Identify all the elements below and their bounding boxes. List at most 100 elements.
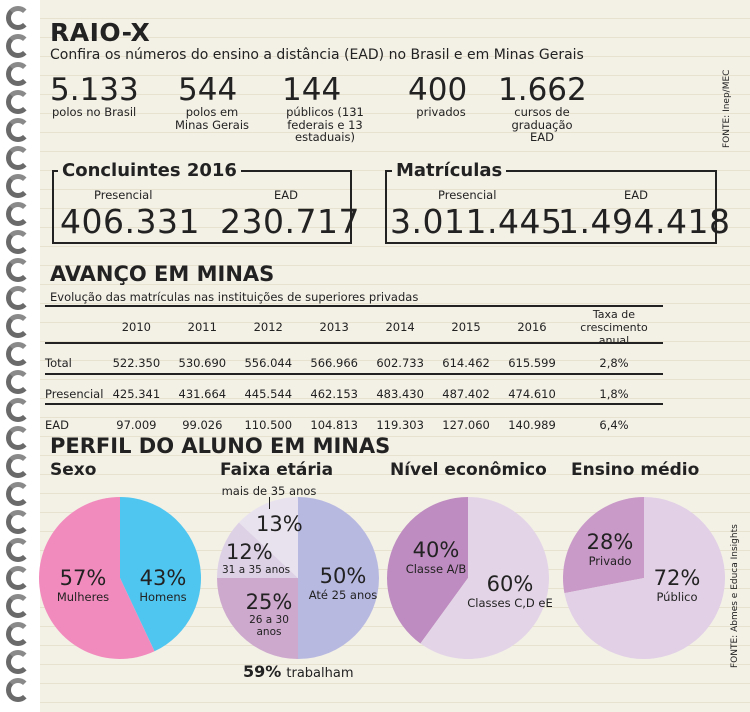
ring-icon <box>6 286 30 310</box>
table-header: 2013 <box>319 319 349 334</box>
trabalham-label: trabalham <box>286 666 354 681</box>
concluintes-ead-label: EAD <box>274 188 298 202</box>
ring-icon <box>6 398 30 422</box>
table-cell: 556.044 <box>244 355 293 370</box>
pie-slice <box>564 497 725 659</box>
stat-label: polos em Minas Gerais <box>174 105 250 132</box>
table-header: 2012 <box>253 319 283 334</box>
matriculas-ead-value: 1.494.418 <box>558 202 731 241</box>
table-cell: Total <box>45 355 72 370</box>
stat-value: 144 <box>282 72 342 108</box>
slice-label: Até 25 anos <box>308 588 378 602</box>
table-cell: 522.350 <box>112 355 161 370</box>
stat-value: 400 <box>408 72 468 108</box>
ring-icon <box>6 90 30 114</box>
stat-polos-minas: 544 polos em Minas Gerais <box>170 74 254 131</box>
pie-slice <box>38 497 155 659</box>
table-row: Presencial 425.341 431.664 445.544 462.1… <box>45 378 663 409</box>
concluintes-presencial-value: 406.331 <box>60 202 200 241</box>
stat-value: 544 <box>178 72 238 108</box>
ring-icon <box>6 118 30 142</box>
table-cell: 615.599 <box>508 355 556 370</box>
ring-icon <box>6 426 30 450</box>
matriculas-box <box>385 170 717 244</box>
callout-line <box>269 497 270 509</box>
table-cell: Presencial <box>45 386 104 401</box>
faixa-trabalham: 59% trabalham <box>243 662 354 681</box>
ring-icon <box>6 510 30 534</box>
avanco-subtitle: Evolução das matrículas nas instituições… <box>50 290 419 304</box>
table-cell: 614.462 <box>442 355 490 370</box>
table-cell: 110.500 <box>244 417 293 432</box>
slice-label: Público <box>656 590 698 604</box>
nivel-ab-label: 40% Classe A/B <box>396 538 476 576</box>
page-subtitle: Confira os números do ensino a distância… <box>50 47 584 63</box>
ensino-publico-label: 72% Público <box>644 566 710 604</box>
table-cell: 445.544 <box>244 386 293 401</box>
slice-pct: 12% <box>226 540 273 564</box>
table-header: 2011 <box>187 319 217 334</box>
pie-ensino <box>562 497 725 659</box>
pie-slice <box>420 497 550 659</box>
table-cell: EAD <box>45 417 69 432</box>
table-cell: 566.966 <box>310 355 358 370</box>
ring-icon <box>6 678 30 702</box>
faixa-13-pct: 13% <box>256 512 303 536</box>
slice-label: Privado <box>588 554 632 568</box>
table-header: 2016 <box>517 319 547 334</box>
pie-nivel <box>387 497 550 659</box>
matriculas-ead-label: EAD <box>624 188 648 202</box>
ring-icon <box>6 342 30 366</box>
stat-label: polos no Brasil <box>52 105 137 119</box>
ring-icon <box>6 370 30 394</box>
stat-cursos: 1.662 cursos de graduação EAD <box>492 74 592 144</box>
sexo-mulheres-label: 57% Mulheres <box>52 566 114 604</box>
table-cell: 99.026 <box>182 417 223 432</box>
slice-pct: 72% <box>653 566 701 590</box>
pie-slice <box>562 497 644 594</box>
ring-icon <box>6 314 30 338</box>
slice-label: Homens <box>139 590 187 604</box>
faixa-mais35-callout: mais de 35 anos <box>221 484 317 498</box>
sexo-title: Sexo <box>50 460 97 480</box>
slice-pct: 40% <box>412 538 460 562</box>
table-cell: 474.610 <box>508 386 556 401</box>
stat-label: públicos (131 federais e 13 estaduais) <box>286 105 364 144</box>
stat-label: cursos de graduação EAD <box>511 105 573 144</box>
source-top: FONTE: Inep/MEC <box>722 69 732 148</box>
slice-label: Classes C,D eE <box>467 596 553 610</box>
table-cell: 431.664 <box>178 386 227 401</box>
ring-icon <box>6 622 30 646</box>
stat-label: privados <box>416 105 466 119</box>
table-row: EAD 97.009 99.026 110.500 104.813 119.30… <box>45 409 663 440</box>
slice-label: 26 a 30 anos <box>249 614 289 638</box>
faixa-title: Faixa etária <box>220 460 334 480</box>
pie-sexo <box>38 497 201 659</box>
pie-slice <box>298 497 379 659</box>
slice-pct: 57% <box>59 566 107 590</box>
table-rule <box>45 403 663 405</box>
ring-icon <box>6 146 30 170</box>
avanco-table: 2010 2011 2012 2013 2014 2015 2016 Taxa … <box>45 306 663 440</box>
faixa-12-label: 12% 31 a 35 anos <box>222 540 298 576</box>
table-header: 2010 <box>121 319 152 334</box>
sexo-homens-label: 43% Homens <box>132 566 194 604</box>
slice-label: Classe A/B <box>405 562 467 576</box>
ring-icon <box>6 230 30 254</box>
table-cell: 530.690 <box>178 355 227 370</box>
table-header-row: 2010 2011 2012 2013 2014 2015 2016 Taxa … <box>45 306 663 347</box>
nivel-title: Nível econômico <box>390 460 547 480</box>
slice-pct: 50% <box>319 564 367 588</box>
faixa-50-label: 50% Até 25 anos <box>306 564 380 602</box>
ring-icon <box>6 566 30 590</box>
matriculas-presencial-label: Presencial <box>438 188 497 202</box>
ring-icon <box>6 258 30 282</box>
ring-icon <box>6 454 30 478</box>
concluintes-title: Concluintes 2016 <box>58 160 241 181</box>
ensino-privado-label: 28% Privado <box>578 530 642 568</box>
pie-slice <box>387 497 468 644</box>
source-bottom: FONTE: Abmes e Educa Insights <box>730 524 740 668</box>
ring-icon <box>6 174 30 198</box>
table-cell: 487.402 <box>442 386 490 401</box>
table-header: 2015 <box>451 319 481 334</box>
